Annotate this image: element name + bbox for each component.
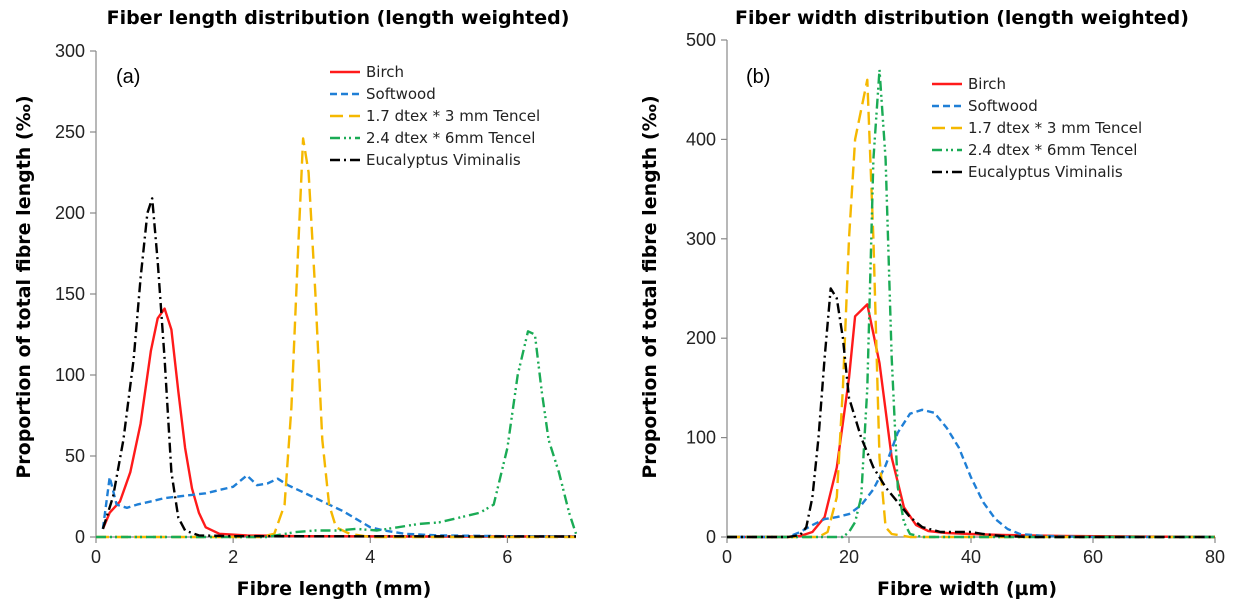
x-tick-label: 4	[365, 547, 375, 567]
chart-b-title: Fiber width distribution (length weighte…	[735, 7, 1189, 29]
series-line-2-4-dtex-6mm-tencel	[727, 68, 1215, 539]
legend-label: 1.7 dtex * 3 mm Tencel	[366, 107, 540, 125]
y-tick-label: 250	[55, 122, 85, 142]
legend-label: 2.4 dtex * 6mm Tencel	[366, 129, 535, 147]
x-tick-label: 80	[1205, 547, 1225, 567]
series-line-softwood	[727, 408, 1215, 539]
legend-label: 1.7 dtex * 3 mm Tencel	[968, 119, 1142, 137]
y-tick-label: 200	[686, 328, 716, 348]
chart-panel-b: Fiber width distribution (length weighte…	[639, 7, 1225, 600]
x-tick-label: 2	[228, 547, 238, 567]
legend-label: Eucalyptus Viminalis	[366, 151, 521, 169]
x-tick-label: 40	[961, 547, 981, 567]
legend-label: Birch	[366, 63, 404, 81]
chart-b-panel-label: (b)	[746, 66, 770, 88]
chart-a-legend: Birch Softwood 1.7 dtex * 3 mm Tencel 2.4 d…	[330, 63, 540, 169]
y-tick-label: 0	[75, 527, 85, 547]
legend-label: Birch	[968, 75, 1006, 93]
y-tick-label: 500	[686, 30, 716, 50]
chart-b-series	[727, 68, 1216, 539]
x-tick-label: 0	[91, 547, 101, 567]
legend-label: Softwood	[968, 97, 1038, 115]
y-tick-label: 400	[686, 129, 716, 149]
chart-a-axes: 0 50 100 150 200 250 300 0 2 4 6	[55, 41, 576, 567]
series-line-2-4-dtex-6mm-tencel	[96, 330, 578, 539]
legend-label: Softwood	[366, 85, 436, 103]
legend-label: 2.4 dtex * 6mm Tencel	[968, 141, 1137, 159]
chart-b-xlabel: Fibre width (µm)	[877, 578, 1057, 600]
chart-b-ylabel: Proportion of total fibre length (‰)	[639, 95, 661, 478]
x-tick-label: 20	[839, 547, 859, 567]
series-line-eucalyptus-viminalis	[727, 287, 1215, 539]
y-tick-label: 100	[686, 428, 716, 448]
y-tick-label: 50	[65, 446, 85, 466]
chart-b-axes: 0 100 200 300 400 500 0 20 40 60 80	[686, 30, 1225, 567]
chart-a-xlabel: Fibre length (mm)	[237, 578, 432, 600]
y-tick-label: 100	[55, 365, 85, 385]
x-tick-label: 60	[1083, 547, 1103, 567]
x-tick-label: 6	[502, 547, 512, 567]
y-tick-label: 150	[55, 284, 85, 304]
chart-panel-a: Fiber length distribution (length weight…	[13, 7, 578, 600]
y-tick-label: 300	[686, 229, 716, 249]
chart-a-series	[96, 137, 578, 539]
series-line-1-7-dtex-3-mm-tencel	[96, 137, 576, 539]
chart-a-title: Fiber length distribution (length weight…	[107, 7, 570, 29]
x-tick-label: 0	[722, 547, 732, 567]
chart-b-legend: Birch Softwood 1.7 dtex * 3 mm Tencel 2.4 d…	[932, 75, 1142, 181]
y-tick-label: 300	[55, 41, 85, 61]
y-tick-label: 0	[706, 527, 716, 547]
series-line-softwood	[101, 474, 577, 538]
y-tick-label: 200	[55, 203, 85, 223]
legend-label: Eucalyptus Viminalis	[968, 163, 1123, 181]
series-line-eucalyptus-viminalis	[101, 197, 577, 538]
chart-a-panel-label: (a)	[116, 66, 140, 88]
chart-a-ylabel: Proportion of total fibre length (‰)	[13, 95, 35, 478]
series-line-birch	[727, 303, 1216, 539]
series-line-1-7-dtex-3-mm-tencel	[727, 78, 1215, 539]
series-line-birch	[101, 307, 576, 538]
